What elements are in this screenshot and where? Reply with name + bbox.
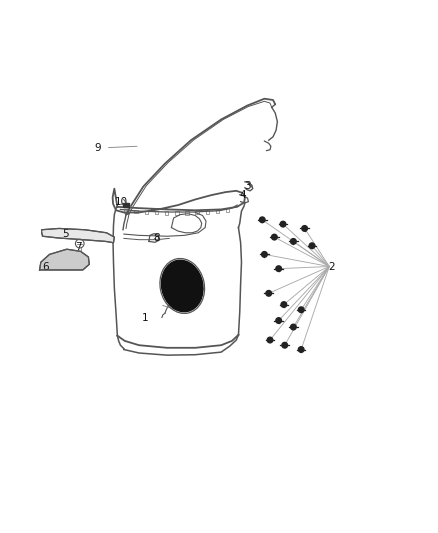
Text: 5: 5 xyxy=(62,229,69,239)
Circle shape xyxy=(259,217,265,223)
Circle shape xyxy=(261,252,267,257)
Bar xyxy=(124,209,128,213)
Text: 6: 6 xyxy=(43,262,49,271)
Text: 7: 7 xyxy=(75,242,82,252)
Circle shape xyxy=(298,347,304,352)
Circle shape xyxy=(302,225,307,231)
Text: 3: 3 xyxy=(244,182,251,191)
Text: 8: 8 xyxy=(153,233,159,244)
Circle shape xyxy=(276,266,282,271)
Bar xyxy=(175,211,179,215)
Bar xyxy=(226,208,230,212)
Circle shape xyxy=(290,239,296,244)
Bar xyxy=(145,211,148,214)
Polygon shape xyxy=(39,249,89,270)
Circle shape xyxy=(309,243,315,248)
Circle shape xyxy=(276,318,282,324)
Circle shape xyxy=(266,290,272,296)
Circle shape xyxy=(290,324,296,330)
Text: 1: 1 xyxy=(142,313,149,324)
Bar xyxy=(155,211,158,214)
Circle shape xyxy=(280,221,286,227)
Text: 2: 2 xyxy=(328,262,335,271)
Text: 9: 9 xyxy=(95,143,101,152)
Text: 10: 10 xyxy=(115,198,128,207)
Bar xyxy=(123,204,129,207)
Polygon shape xyxy=(42,229,114,243)
Circle shape xyxy=(281,302,287,308)
Circle shape xyxy=(267,337,273,343)
Bar xyxy=(205,211,209,214)
Circle shape xyxy=(298,307,304,312)
Circle shape xyxy=(272,235,277,240)
Bar xyxy=(216,210,219,213)
Circle shape xyxy=(282,342,287,348)
Ellipse shape xyxy=(162,260,203,312)
Bar xyxy=(195,211,199,214)
Bar xyxy=(165,211,168,215)
Bar xyxy=(134,210,138,214)
Bar xyxy=(185,211,189,215)
Text: 4: 4 xyxy=(240,190,246,200)
